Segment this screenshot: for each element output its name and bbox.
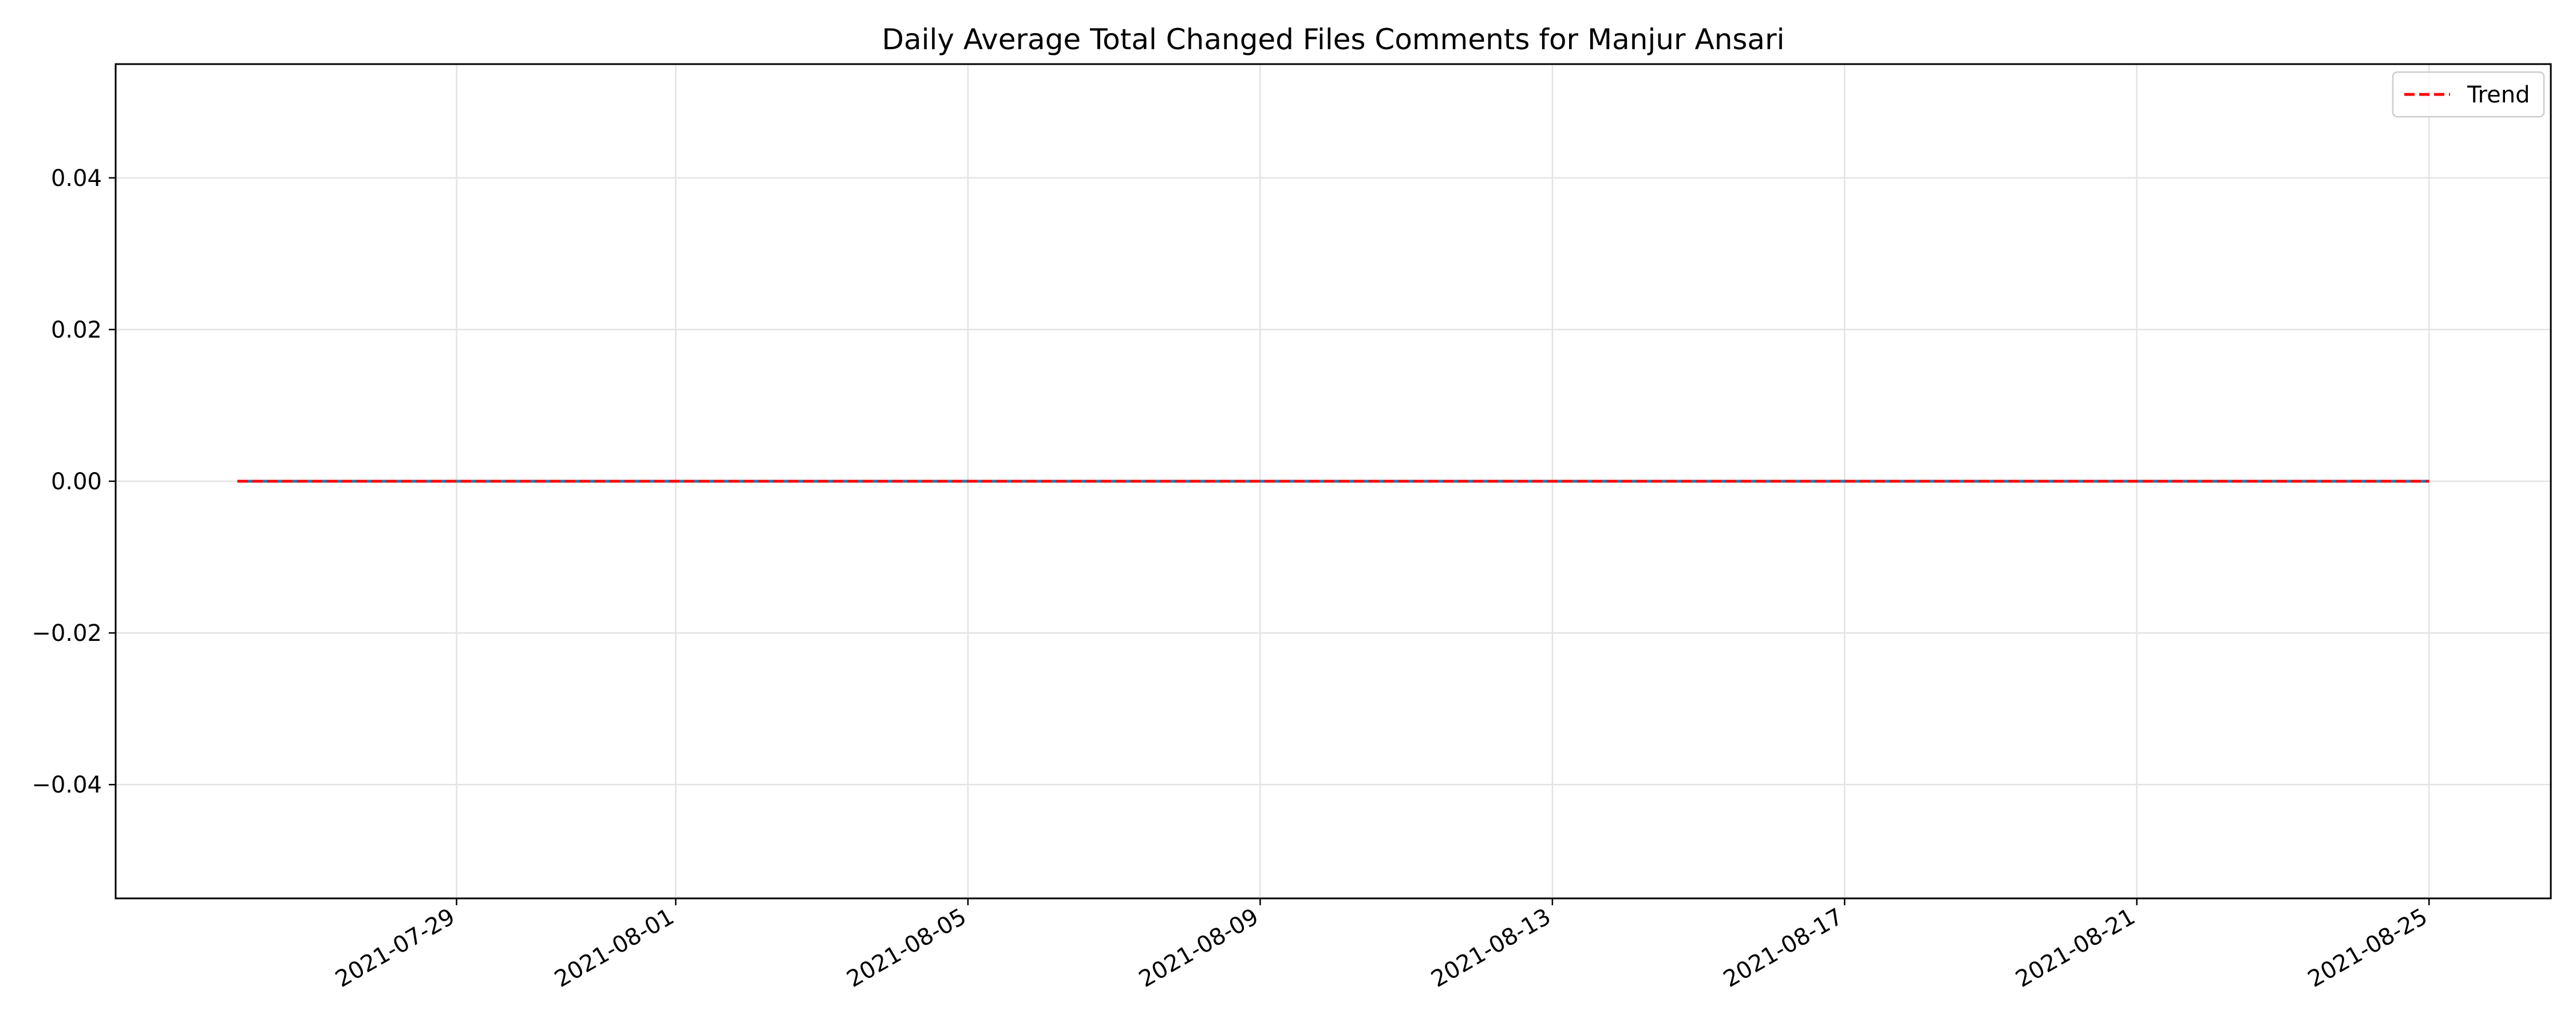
legend: Trend bbox=[2392, 71, 2545, 118]
y-tick-label: −0.02 bbox=[31, 620, 102, 647]
y-tick-label: 0.00 bbox=[51, 469, 102, 495]
chart-title: Daily Average Total Changed Files Commen… bbox=[882, 23, 1784, 56]
y-axis: 0.04 0.02 0.00 −0.02 −0.04 bbox=[31, 165, 116, 798]
legend-label: Trend bbox=[2467, 82, 2530, 108]
y-tick-label: −0.04 bbox=[31, 772, 102, 798]
y-tick-label: 0.02 bbox=[51, 317, 102, 343]
y-tick-label: 0.04 bbox=[51, 165, 102, 192]
legend-box bbox=[2392, 71, 2545, 118]
